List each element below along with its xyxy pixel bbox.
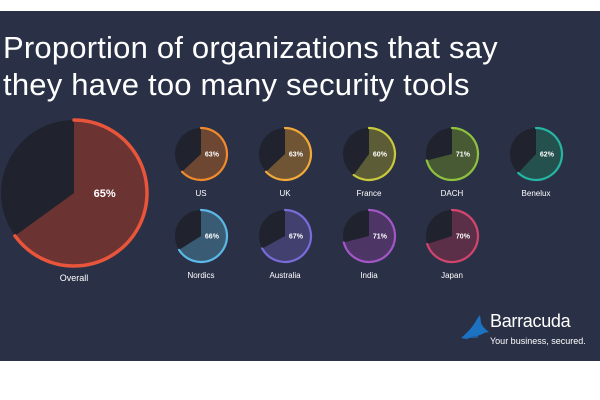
pie-slice-france: [353, 128, 396, 181]
pie-uk: 63% UK: [259, 126, 313, 198]
data-label-nordics: 66%: [205, 233, 220, 240]
pie-slice-us: [182, 128, 228, 180]
brand-tagline: Your business, secured.: [490, 336, 586, 346]
pie-arc-uk: [264, 126, 313, 182]
pie-charts: 65% Overall 63% US 63% UK 60% France 71% DACH 62% B…: [1, 118, 564, 283]
pie-slice-benelux: [518, 128, 562, 180]
data-label-overall: 65%: [94, 188, 116, 200]
pie-japan: 70% Japan: [426, 208, 480, 280]
pie-arc-benelux: [517, 126, 564, 182]
pie-slice-nordics: [179, 210, 227, 262]
data-label-france: 60%: [373, 151, 388, 158]
data-label-india: 71%: [373, 233, 388, 240]
barracuda-logo-icon: [461, 315, 489, 339]
data-label-japan: 70%: [456, 233, 471, 240]
pie-australia: 67% Australia: [259, 208, 313, 280]
title-line-2: they have too many security tools: [3, 67, 470, 102]
pie-arc-india: [342, 208, 397, 264]
category-label-japan: Japan: [441, 271, 463, 280]
pie-slice-india: [343, 210, 395, 263]
data-label-dach: 71%: [456, 151, 471, 158]
pie-overall: 65% Overall: [1, 118, 149, 283]
data-label-australia: 67%: [289, 233, 304, 240]
pie-nordics: 66% Nordics: [175, 208, 229, 280]
data-label-benelux: 62%: [540, 151, 555, 158]
pie-benelux: 62% Benelux: [510, 126, 564, 198]
data-label-us: 63%: [205, 151, 220, 158]
pie-slice-uk: [266, 128, 311, 180]
pie-arc-dach: [425, 126, 480, 182]
pie-us: 63% US: [175, 126, 229, 198]
category-label-australia: Australia: [269, 271, 301, 280]
chart-title: Proportion of organizations that say the…: [3, 29, 498, 103]
pie-slice-dach: [426, 128, 478, 180]
pie-arc-us: [180, 126, 229, 182]
category-label-france: France: [357, 189, 382, 198]
category-label-overall: Overall: [60, 273, 89, 283]
brand-name: Barracuda: [490, 311, 571, 331]
category-label-uk: UK: [279, 189, 291, 198]
pie-arc-australia: [261, 208, 313, 264]
pie-india: 71% India: [342, 208, 397, 280]
pie-arc-france: [352, 126, 397, 182]
pie-arc-japan: [426, 208, 480, 264]
category-label-benelux: Benelux: [522, 189, 551, 198]
category-label-dach: DACH: [441, 189, 464, 198]
pie-france: 60% France: [343, 126, 397, 198]
data-label-uk: 63%: [289, 151, 304, 158]
category-label-india: India: [360, 271, 378, 280]
category-label-nordics: Nordics: [187, 271, 214, 280]
pie-slice-japan: [427, 210, 479, 262]
category-label-us: US: [195, 189, 206, 198]
pie-slice-australia: [262, 210, 312, 262]
pie-dach: 71% DACH: [425, 126, 480, 198]
infographic-panel: Proportion of organizations that say the…: [0, 11, 600, 361]
pie-slice-overall: [14, 120, 147, 267]
pie-arc-overall: [13, 118, 149, 268]
pie-arc-nordics: [177, 208, 229, 264]
title-line-1: Proportion of organizations that say: [3, 30, 498, 65]
